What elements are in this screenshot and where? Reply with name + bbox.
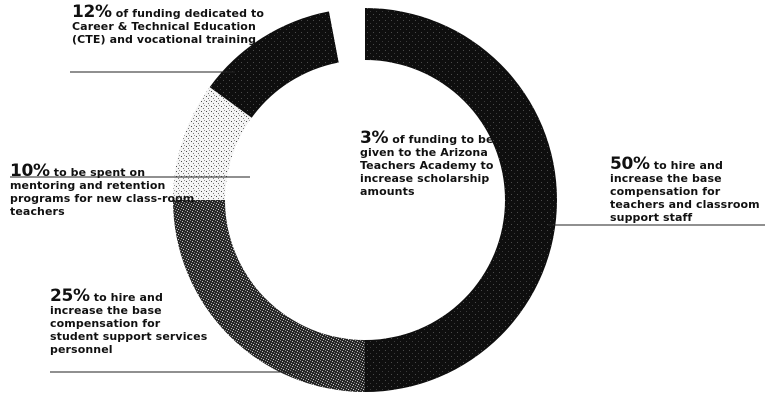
- callout-text: to be spent on mentoring and retention p…: [10, 166, 195, 218]
- callout-percent: 25%: [50, 286, 90, 306]
- callout-percent: 3%: [360, 128, 389, 148]
- callout-text: of funding dedicated to Career & Technic…: [72, 7, 264, 46]
- donut-slices: [173, 8, 557, 392]
- callout-percent: 10%: [10, 161, 50, 181]
- callout-teacher-compensation-50: 50% to hire and increase the base compen…: [610, 156, 768, 225]
- callout-percent: 12%: [72, 2, 112, 22]
- callout-percent: 50%: [610, 154, 650, 174]
- callout-teachers-academy-3: 3% of funding to be given to the Arizona…: [360, 130, 515, 199]
- callout-text: of funding to be given to the Arizona Te…: [360, 133, 494, 198]
- callout-mentoring-10: 10% to be spent on mentoring and retenti…: [10, 163, 200, 219]
- donut-slice-10pct: [173, 87, 252, 200]
- callout-student-support-25: 25% to hire and increase the base compen…: [50, 288, 210, 357]
- callout-text: to hire and increase the base compensati…: [610, 159, 760, 224]
- callout-text: to hire and increase the base compensati…: [50, 291, 208, 356]
- callout-cte-12: 12% of funding dedicated to Career & Tec…: [72, 4, 287, 47]
- leader-lines: [10, 71, 765, 373]
- donut-slice-3pct: [329, 8, 365, 63]
- donut-slice-25pct: [173, 200, 365, 392]
- donut-slice-12pct: [209, 11, 339, 118]
- donut-slice-50pct: [365, 8, 557, 392]
